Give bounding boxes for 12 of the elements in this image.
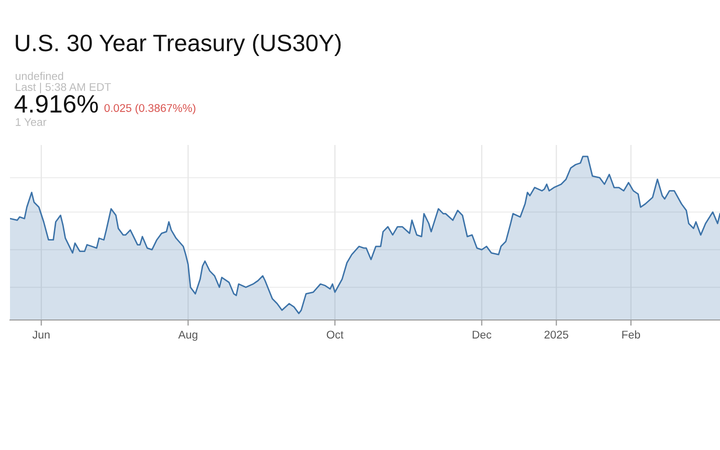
text: undefined: [16, 72, 64, 80]
x-tick-label: Jun: [32, 330, 50, 339]
text: Last | 5:38 AM EDT: [16, 82, 111, 94]
x-tick-label: Feb: [622, 330, 640, 339]
text: 4.916%: [14, 95, 98, 113]
text: 1 Year: [16, 118, 46, 126]
x-tick-label: 2025: [544, 330, 568, 339]
text: 0.025 (0.3867%%): [104, 104, 196, 114]
x-tick-label: Oct: [326, 330, 344, 339]
x-tick-label: Dec: [472, 330, 492, 339]
x-tick-label: Aug: [178, 330, 198, 341]
chart-title: U.S. 30 Year Treasury (US30Y): [16, 34, 341, 56]
